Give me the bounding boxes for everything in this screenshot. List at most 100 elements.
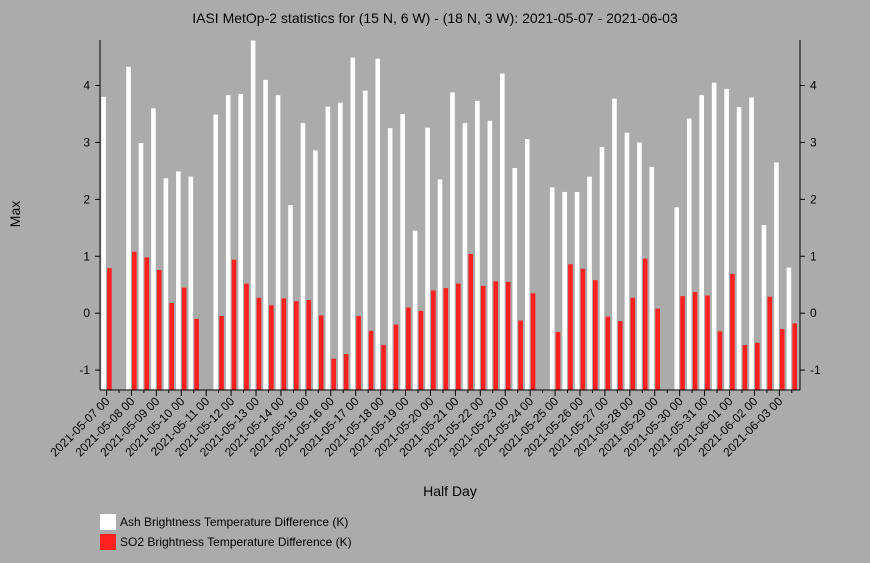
- bar-so2-47: [692, 292, 698, 390]
- bar-ash-30: [475, 100, 480, 390]
- bar-so2-4: [156, 269, 162, 390]
- bar-ash-38: [574, 191, 580, 390]
- bar-ash-39: [587, 176, 592, 390]
- bar-ash-15: [288, 205, 293, 390]
- y-axis-label: Max: [7, 201, 23, 227]
- bar-ash-12: [250, 40, 256, 390]
- bar-ash-42: [624, 132, 630, 390]
- bar-ash-13: [263, 79, 268, 390]
- bar-so2-51: [742, 345, 748, 390]
- bar-so2-31: [493, 281, 498, 390]
- bar-so2-0: [107, 268, 112, 390]
- bar-ash-11: [238, 94, 243, 390]
- legend-item-so2: SO2 Brightness Temperature Difference (K…: [100, 532, 352, 552]
- bar-ash-9: [213, 114, 219, 391]
- bar-ash-40: [599, 146, 605, 390]
- bar-ash-31: [487, 120, 493, 390]
- bar-ash-53: [761, 224, 767, 390]
- bar-ash-23: [387, 128, 393, 390]
- bar-so2-50: [730, 273, 735, 390]
- bar-so2-55: [792, 323, 797, 390]
- bar-ash-43: [637, 142, 642, 390]
- bar-so2-52: [755, 342, 760, 390]
- bar-so2-54: [779, 329, 785, 390]
- bar-so2-48: [705, 295, 710, 390]
- bar-so2-33: [518, 320, 523, 390]
- bar-ash-48: [699, 95, 704, 390]
- y-tick-label-right: 3: [810, 135, 817, 149]
- y-tick-label-left: 3: [83, 135, 90, 149]
- bar-so2-42: [630, 297, 636, 390]
- bar-so2-15: [294, 301, 299, 390]
- bar-ash-3: [138, 143, 144, 390]
- bar-ash-32: [500, 73, 505, 390]
- bar-so2-53: [767, 296, 773, 390]
- bar-so2-43: [642, 258, 648, 390]
- bar-so2-2: [132, 251, 137, 390]
- bar-ash-22: [375, 58, 381, 390]
- bar-so2-30: [480, 285, 486, 390]
- bar-ash-27: [437, 179, 443, 390]
- bar-ash-46: [674, 207, 680, 390]
- bar-ash-33: [512, 168, 518, 390]
- bar-ash-21: [362, 90, 368, 391]
- bar-so2-11: [244, 283, 249, 390]
- bar-ash-14: [275, 95, 281, 390]
- bar-ash-7: [188, 176, 194, 390]
- bar-so2-28: [455, 283, 461, 390]
- bar-so2-5: [169, 302, 174, 390]
- legend-swatch-so2: [100, 534, 116, 550]
- bar-so2-25: [418, 310, 424, 390]
- bar-ash-4: [151, 108, 156, 390]
- y-tick-label-left: 4: [83, 79, 90, 93]
- bar-so2-7: [194, 318, 199, 390]
- bar-ash-54: [774, 162, 779, 390]
- bar-so2-21: [368, 330, 374, 390]
- bar-ash-49: [711, 82, 717, 391]
- bar-so2-22: [381, 345, 386, 390]
- bar-ash-51: [736, 107, 742, 391]
- bar-so2-27: [443, 288, 449, 390]
- bar-ash-25: [412, 230, 418, 390]
- bar-so2-23: [393, 324, 399, 390]
- legend: Ash Brightness Temperature Difference (K…: [100, 512, 352, 552]
- bar-so2-24: [406, 307, 411, 390]
- y-tick-label-right: 0: [810, 306, 817, 320]
- bar-ash-47: [686, 118, 692, 390]
- bar-ash-37: [562, 191, 567, 390]
- bar-so2-29: [468, 253, 474, 390]
- bar-so2-34: [530, 293, 536, 390]
- bar-ash-26: [425, 127, 430, 390]
- bar-ash-20: [350, 57, 356, 390]
- bar-so2-20: [356, 316, 361, 390]
- y-tick-label-right: 1: [810, 249, 817, 263]
- bar-so2-18: [331, 358, 336, 390]
- chart-title: IASI MetOp-2 statistics for (15 N, 6 W) …: [192, 10, 678, 26]
- bar-so2-16: [306, 300, 312, 390]
- y-tick-label-right: 2: [810, 192, 817, 206]
- bar-ash-28: [450, 92, 455, 391]
- bars-group: [101, 40, 797, 391]
- bar-so2-12: [256, 297, 262, 390]
- legend-label-so2: SO2 Brightness Temperature Difference (K…: [120, 535, 352, 549]
- bar-so2-9: [219, 316, 224, 390]
- y-tick-label-right: -1: [810, 363, 821, 377]
- legend-swatch-ash: [100, 514, 116, 530]
- bar-so2-26: [431, 290, 436, 390]
- bar-ash-24: [400, 113, 405, 390]
- bar-ash-41: [612, 98, 617, 391]
- bar-ash-55: [786, 267, 792, 390]
- bar-so2-44: [655, 308, 660, 390]
- bar-so2-41: [617, 321, 623, 390]
- bar-ash-34: [524, 139, 530, 390]
- bar-so2-10: [231, 259, 237, 390]
- bar-so2-38: [580, 268, 586, 390]
- bar-so2-40: [605, 316, 611, 390]
- bar-ash-2: [126, 66, 131, 390]
- bar-so2-49: [717, 331, 723, 390]
- bar-so2-3: [144, 257, 150, 390]
- bar-ash-16: [300, 123, 306, 390]
- bar-ash-18: [325, 106, 331, 390]
- bar-ash-36: [549, 187, 555, 390]
- x-axis-label: Half Day: [423, 483, 477, 499]
